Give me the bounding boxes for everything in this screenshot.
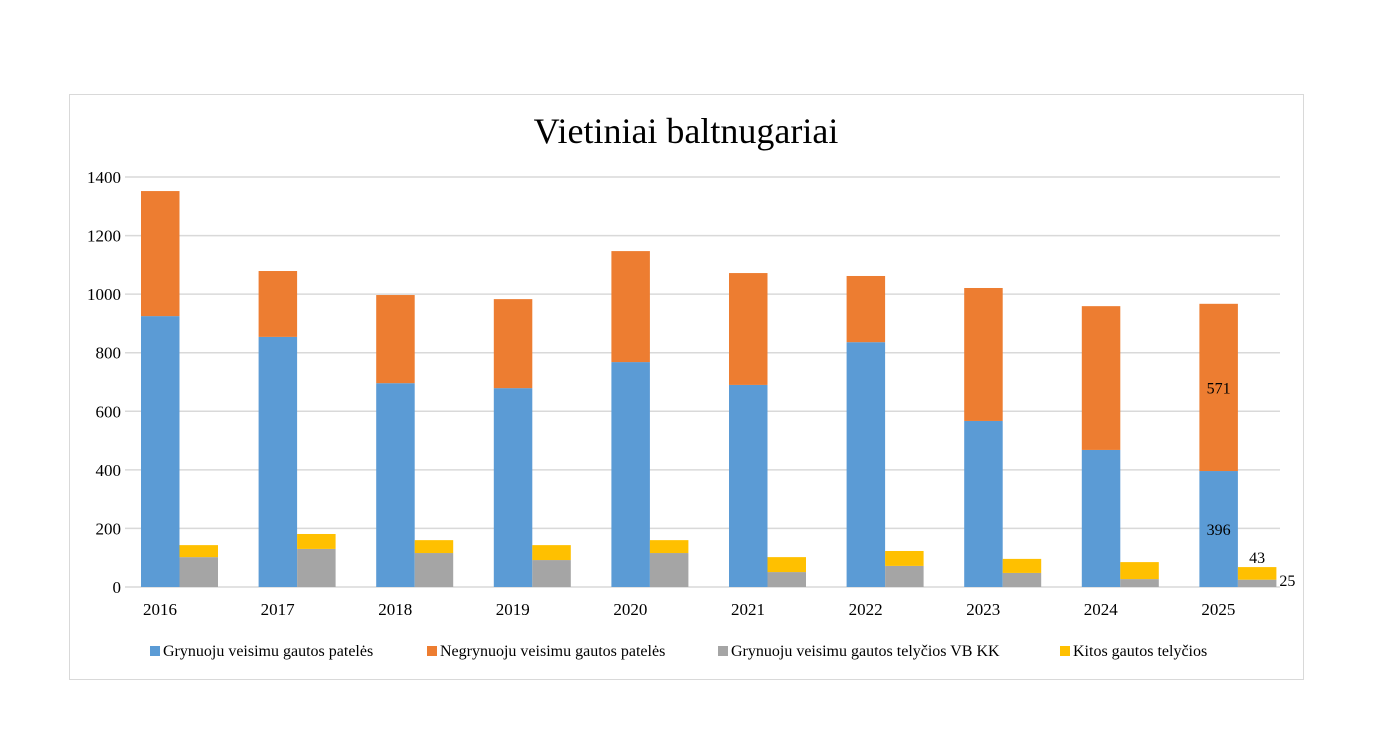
bar-2016-series-1 (141, 316, 180, 587)
chart-frame (69, 94, 1304, 680)
bar-2016-series-3 (179, 557, 218, 587)
bar-2021-series-3 (767, 572, 806, 587)
chart-title: Vietiniai baltnugariai (534, 111, 839, 151)
bar-2018-series-3 (414, 553, 454, 587)
x-tick-label: 2021 (731, 600, 765, 619)
data-label: 571 (1207, 380, 1231, 397)
bar-2023-series-2 (964, 287, 1003, 421)
y-tick-label: 1200 (87, 227, 121, 246)
legend-label-2: Negrynuoju veisimu gautos patelės (440, 643, 665, 660)
bar-2021-series-1 (729, 384, 768, 587)
bar-2016-series-4 (179, 545, 218, 558)
bar-2023-series-4 (1002, 558, 1042, 573)
bar-2020-series-4 (649, 540, 689, 554)
bar-2017-series-3 (297, 548, 336, 587)
bar-2016-series-2 (141, 191, 180, 317)
legend-swatch-4 (1060, 646, 1070, 656)
x-tick-label: 2025 (1201, 600, 1235, 619)
bar-2025-series-1 (1199, 471, 1238, 587)
bar-2018-series-4 (414, 540, 454, 554)
x-tick-label: 2020 (613, 600, 647, 619)
y-tick-label: 200 (96, 519, 122, 538)
bar-2022-series-3 (885, 565, 924, 587)
bar-2017-series-2 (258, 271, 298, 337)
bar-2019-series-4 (532, 545, 571, 561)
data-label: 396 (1207, 522, 1231, 539)
bar-2025-series-3 (1237, 579, 1277, 587)
bar-2025-series-4 (1237, 567, 1277, 580)
legend-label-4: Kitos gautos telyčios (1073, 643, 1207, 660)
legend-swatch-1 (150, 646, 160, 656)
y-tick-label: 800 (96, 344, 122, 363)
bar-2017-series-4 (297, 533, 336, 549)
data-label: 25 (1279, 573, 1295, 590)
x-tick-label: 2016 (143, 600, 177, 619)
bar-2019-series-2 (493, 299, 533, 389)
y-tick-label: 1000 (87, 285, 121, 304)
bar-2024-series-4 (1120, 562, 1159, 580)
x-tick-label: 2019 (496, 600, 530, 619)
x-tick-label: 2017 (261, 600, 296, 619)
bar-2020-series-1 (611, 362, 650, 587)
bar-2021-series-2 (729, 273, 768, 385)
bar-2019-series-3 (532, 560, 571, 587)
bar-2025-series-2 (1199, 303, 1238, 472)
legend-swatch-2 (427, 646, 437, 656)
bar-2020-series-2 (611, 251, 650, 363)
y-tick-label: 600 (96, 402, 122, 421)
bar-2023-series-3 (1002, 572, 1042, 587)
y-tick-label: 400 (96, 461, 122, 480)
bar-2024-series-3 (1120, 579, 1159, 587)
data-label: 43 (1249, 550, 1265, 567)
legend-swatch-3 (718, 646, 728, 656)
y-tick-label: 0 (113, 578, 122, 597)
y-tick-label: 1400 (87, 168, 121, 187)
x-tick-label: 2023 (966, 600, 1000, 619)
x-tick-label: 2024 (1084, 600, 1119, 619)
bar-2021-series-4 (767, 557, 806, 573)
bar-2017-series-1 (258, 336, 298, 587)
bar-2018-series-1 (376, 383, 415, 587)
bar-2020-series-3 (649, 553, 689, 587)
x-tick-label: 2022 (849, 600, 883, 619)
bar-2024-series-2 (1081, 306, 1121, 450)
bar-2019-series-1 (493, 388, 533, 587)
bar-2022-series-1 (846, 342, 886, 587)
bar-2024-series-1 (1081, 449, 1121, 587)
legend-label-3: Grynuoju veisimu gautos telyčios VB KK (731, 643, 1000, 660)
bar-2022-series-4 (885, 550, 924, 566)
bar-2018-series-2 (376, 295, 415, 384)
bar-2023-series-1 (964, 420, 1003, 587)
bar-2022-series-2 (846, 275, 886, 343)
x-tick-label: 2018 (378, 600, 412, 619)
legend-label-1: Grynuoju veisimu gautos patelės (163, 643, 373, 660)
